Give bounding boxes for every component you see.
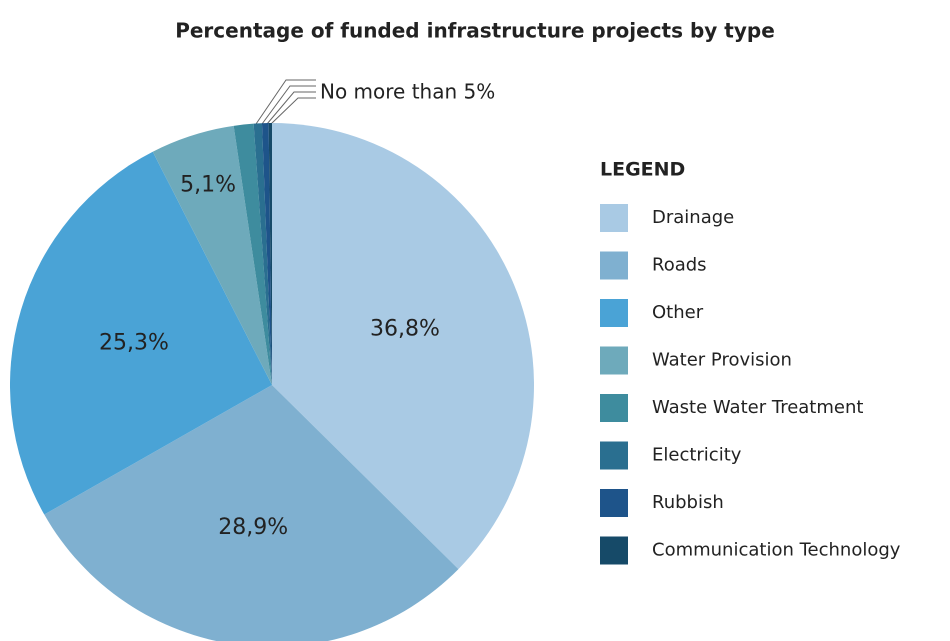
legend-swatch	[600, 394, 628, 422]
pie-slice	[261, 123, 272, 385]
pie-slice	[152, 125, 272, 385]
annotation-leaders	[255, 79, 316, 125]
chart-title: Percentage of funded infrastructure proj…	[175, 19, 775, 43]
pie-slice	[44, 385, 459, 641]
legend-label: Waste Water Treatment	[652, 397, 863, 418]
legend-title: LEGEND	[600, 159, 685, 181]
data-label: 36,8%	[370, 316, 440, 341]
legend-label: Communication Technology	[652, 540, 901, 561]
legend-swatch	[600, 536, 628, 565]
legend-label: Electricity	[652, 445, 742, 466]
data-label: 28,9%	[218, 515, 288, 540]
legend-swatch	[600, 299, 628, 327]
pie-slice	[9, 151, 272, 515]
legend-label: Rubbish	[652, 492, 724, 513]
legend-label: Water Provision	[652, 350, 792, 371]
legend-swatch	[600, 489, 628, 517]
legend-label: Drainage	[652, 207, 734, 228]
legend-label: Roads	[652, 255, 707, 276]
data-label: 5,1%	[180, 172, 236, 197]
legend-swatch	[600, 346, 628, 375]
legend-swatch	[600, 204, 628, 232]
pie-slice	[268, 123, 272, 385]
annotation: No more than 5%	[320, 80, 495, 104]
pie-slice	[233, 123, 272, 385]
data-label: 25,3%	[99, 331, 169, 356]
legend-swatch	[600, 251, 628, 280]
legend-label: Other	[652, 302, 704, 323]
pie-slice	[272, 123, 535, 570]
legend-swatch	[600, 441, 628, 470]
pie-slice	[253, 123, 272, 385]
